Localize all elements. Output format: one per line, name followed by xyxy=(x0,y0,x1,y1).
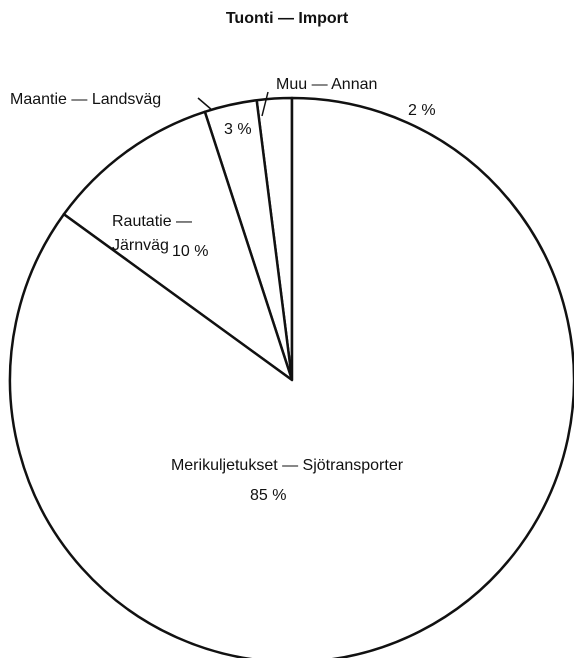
pie-slice xyxy=(62,110,294,382)
value-label: 10 % xyxy=(172,243,209,260)
value-label: 3 % xyxy=(224,121,252,138)
chart-title: Tuonti — Import xyxy=(225,10,349,27)
slice-label: Rautatie — Järnväg xyxy=(112,213,193,254)
value-label: 2 % xyxy=(408,102,436,119)
leader-line xyxy=(197,97,213,111)
value-label: 85 % xyxy=(250,487,287,504)
slice-label: Maantie — Landsväg xyxy=(10,91,162,108)
pie-slice xyxy=(8,96,574,658)
slice-label: Muu — Annan xyxy=(276,76,378,93)
slice-label: Merikuljetukset — Sjötransporter xyxy=(170,457,404,474)
leader-line xyxy=(261,91,269,117)
